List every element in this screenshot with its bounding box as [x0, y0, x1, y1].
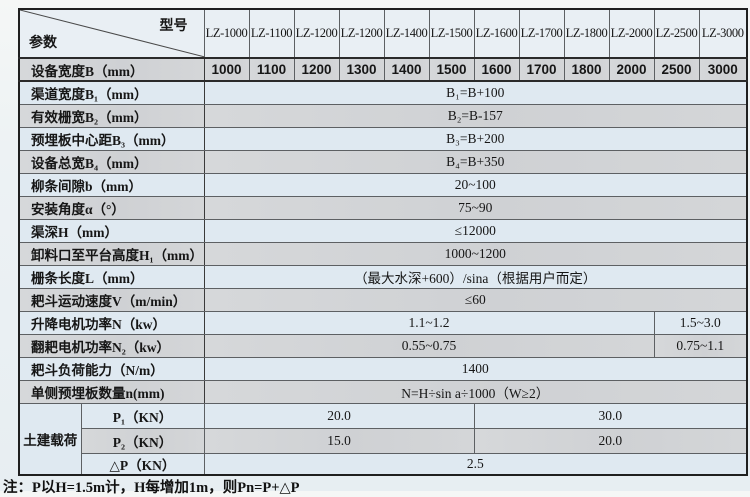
row-civil-p1: 土建载荷 P₁（KN） 20.0 30.0: [18, 402, 748, 475]
model-axis-label: 型号: [159, 19, 188, 34]
row-rake-motor-power: 翻耙电机功率N₂（kw） 0.55~0.75 0.75~1.1: [18, 333, 748, 358]
spec-table: 型号 参数 LZ-1000 LZ-1100 LZ-1200 LZ-1200 LZ…: [18, 8, 748, 476]
row-device-width: 设备宽度B（mm） 1000 1100 1200 1300 1400 1500 …: [18, 57, 748, 82]
value-cell: 0.75~1.1: [653, 333, 748, 358]
row-total-width: 设备总宽B₄（mm） B₄=B+350: [18, 149, 748, 174]
row-rake-speed: 耙斗运动速度V（m/min） ≤60: [18, 287, 748, 312]
param-label: 安装角度α（°）: [18, 195, 205, 220]
value-cell: 1300: [338, 57, 385, 82]
value-cell: B₃=B+200: [203, 126, 748, 151]
value-cell: B₁=B+100: [203, 80, 748, 105]
header-row: 型号 参数 LZ-1000 LZ-1100 LZ-1200 LZ-1200 LZ…: [18, 8, 748, 59]
row-channel-depth: 渠深H（mm） ≤12000: [18, 218, 748, 243]
value-cell: 20~100: [203, 172, 748, 197]
diagonal-line: [20, 10, 203, 57]
param-label: 设备总宽B₄（mm）: [18, 149, 205, 174]
value-cell: 30.0: [473, 402, 748, 429]
param-label: 耙斗运动速度V（m/min）: [18, 287, 205, 312]
value-cell: B₂=B-157: [203, 103, 748, 128]
value-cell: 3000: [698, 57, 748, 82]
model-header: LZ-3000: [698, 8, 748, 59]
model-header: LZ-1700: [518, 8, 565, 59]
param-label: 渠深H（mm）: [18, 218, 205, 243]
row-lift-motor-power: 升降电机功率N（kw） 1.1~1.2 1.5~3.0: [18, 310, 748, 335]
model-header: LZ-1600: [473, 8, 520, 59]
value-cell: 20.0: [203, 402, 475, 429]
value-cell: 2000: [608, 57, 655, 82]
param-label: 升降电机功率N（kw）: [18, 310, 205, 335]
value-cell: 1.5~3.0: [653, 310, 748, 335]
corner-cell: 型号 参数: [18, 8, 205, 59]
param-label: 翻耙电机功率N₂（kw）: [18, 333, 205, 358]
value-cell: 1100: [248, 57, 295, 82]
param-label: 渠道宽度B₁（mm）: [18, 80, 205, 105]
value-cell: N=H÷sin a÷1000（W≥2）: [203, 379, 748, 404]
model-header: LZ-1200: [338, 8, 385, 59]
row-discharge-height: 卸料口至平台高度H₁（mm） 1000~1200: [18, 241, 748, 266]
model-header: LZ-1800: [563, 8, 610, 59]
param-label: 耙斗负荷能力（N/m）: [18, 356, 205, 381]
param-label: 栅条长度L（mm）: [18, 264, 205, 289]
row-embed-plate-count: 单侧预埋板数量n(mm) N=H÷sin a÷1000（W≥2）: [18, 379, 748, 404]
param-label: 柳条间隙b（mm）: [18, 172, 205, 197]
model-header: LZ-1500: [428, 8, 475, 59]
value-cell: 1400: [383, 57, 430, 82]
param-label: 预埋板中心距B₃（mm）: [18, 126, 205, 151]
row-bar-gap: 柳条间隙b（mm） 20~100: [18, 172, 748, 197]
model-header: LZ-2000: [608, 8, 655, 59]
param-label: 卸料口至平台高度H₁（mm）: [18, 241, 205, 266]
value-cell: 1000~1200: [203, 241, 748, 266]
model-header: LZ-1400: [383, 8, 430, 59]
model-header: LZ-1000: [203, 8, 250, 59]
value-cell: （最大水深+600）/sina（根据用户而定）: [203, 264, 748, 289]
param-label: △P（KN）: [80, 452, 205, 475]
civil-load-group-label: 土建载荷: [18, 402, 82, 475]
param-label: 单侧预埋板数量n(mm): [18, 379, 205, 404]
value-cell: 1800: [563, 57, 610, 82]
row-channel-width: 渠道宽度B₁（mm） B₁=B+100: [18, 80, 748, 105]
value-cell: 20.0: [473, 427, 748, 454]
value-cell: 15.0: [203, 427, 475, 454]
value-cell: ≤12000: [203, 218, 748, 243]
param-label: 设备宽度B（mm）: [18, 57, 205, 82]
value-cell: 0.55~0.75: [203, 333, 655, 358]
row-grid-width: 有效栅宽B₂（mm） B₂=B-157: [18, 103, 748, 128]
value-cell: 1700: [518, 57, 565, 82]
row-rake-capacity: 耙斗负荷能力（N/m） 1400: [18, 356, 748, 381]
param-label: P₂（KN）: [80, 427, 205, 454]
value-cell: 75~90: [203, 195, 748, 220]
param-axis-label: 参数: [29, 36, 57, 51]
row-civil-dp: △P（KN） 2.5: [19, 452, 748, 475]
value-cell: ≤60: [203, 287, 748, 312]
value-cell: 1400: [203, 356, 748, 381]
value-cell: 1500: [428, 57, 475, 82]
value-cell: 2500: [653, 57, 700, 82]
value-cell: 1.1~1.2: [203, 310, 655, 335]
value-cell: 2.5: [203, 452, 748, 475]
value-cell: 1600: [473, 57, 520, 82]
footnote: 注：P以H=1.5m计，H每增加1m，则Pn=P+△P: [3, 480, 300, 496]
row-civil-p2: P₂（KN） 15.0 20.0: [19, 427, 748, 454]
row-bar-length: 栅条长度L（mm） （最大水深+600）/sina（根据用户而定）: [18, 264, 748, 289]
row-install-angle: 安装角度α（°） 75~90: [18, 195, 748, 220]
model-header: LZ-1100: [248, 8, 295, 59]
model-header: LZ-2500: [653, 8, 700, 59]
param-label: 有效栅宽B₂（mm）: [18, 103, 205, 128]
model-header: LZ-1200: [293, 8, 340, 59]
param-label: P₁（KN）: [80, 402, 205, 429]
row-plate-center: 预埋板中心距B₃（mm） B₃=B+200: [18, 126, 748, 151]
value-cell: 1200: [293, 57, 340, 82]
value-cell: 1000: [203, 57, 250, 82]
spec-sheet: 型号 参数 LZ-1000 LZ-1100 LZ-1200 LZ-1200 LZ…: [18, 8, 748, 476]
value-cell: B₄=B+350: [203, 149, 748, 174]
